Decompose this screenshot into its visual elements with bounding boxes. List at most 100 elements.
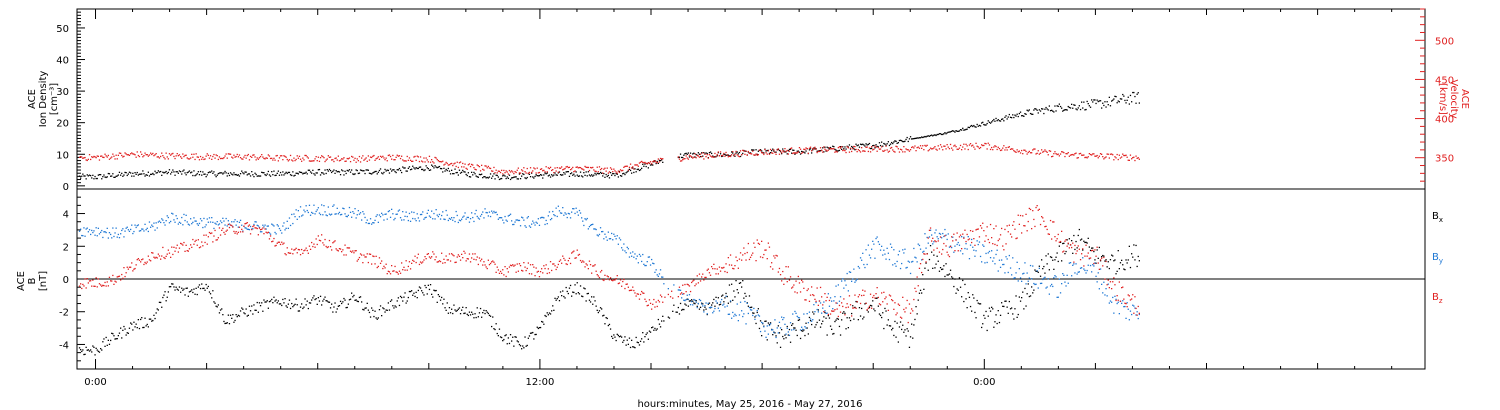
density-point xyxy=(1138,102,1140,104)
velocity-point xyxy=(279,155,282,157)
b-tick-label: 4 xyxy=(63,210,69,221)
density-point xyxy=(311,172,313,174)
density-point xyxy=(396,169,398,171)
by-point xyxy=(897,254,899,256)
bx-point xyxy=(917,299,919,301)
bx-point xyxy=(318,300,321,302)
bz-point xyxy=(996,244,998,247)
bz-point xyxy=(998,238,1001,240)
velocity-point xyxy=(417,156,419,158)
bz-point xyxy=(1108,287,1110,289)
by-point xyxy=(704,305,706,307)
bz-point xyxy=(949,245,952,248)
bx-point xyxy=(1086,242,1088,244)
bx-point xyxy=(813,313,815,315)
density-point xyxy=(522,173,524,175)
by-point xyxy=(901,262,903,265)
bx-point xyxy=(1008,300,1010,303)
density-point xyxy=(461,171,463,173)
by-point xyxy=(1067,282,1069,284)
density-point xyxy=(266,173,268,175)
bz-point xyxy=(1004,228,1006,231)
velocity-point xyxy=(889,147,892,149)
density-point xyxy=(1069,107,1072,109)
bx-point xyxy=(498,328,501,330)
density-point xyxy=(471,171,473,173)
by-point xyxy=(515,219,517,221)
bx-point xyxy=(1034,269,1036,271)
bz-point xyxy=(512,264,514,266)
bz-point xyxy=(106,281,108,283)
density-point xyxy=(925,136,927,138)
bx-point xyxy=(928,258,931,261)
bx-point xyxy=(598,310,601,312)
density-point xyxy=(982,121,984,123)
velocity-point xyxy=(823,146,825,148)
by-point xyxy=(411,211,413,213)
bz-point xyxy=(523,262,525,264)
density-point xyxy=(703,152,705,154)
density-point xyxy=(868,142,871,145)
density-point xyxy=(572,174,574,176)
density-point xyxy=(701,152,703,154)
velocity-point xyxy=(725,151,727,154)
bz-point xyxy=(706,269,708,271)
bx-point xyxy=(472,313,474,315)
by-point xyxy=(178,221,181,223)
bx-point xyxy=(655,329,657,331)
by-point xyxy=(314,213,316,215)
velocity-point xyxy=(654,160,656,162)
density-point xyxy=(469,176,472,178)
by-point xyxy=(948,246,951,248)
velocity-point xyxy=(1115,157,1117,159)
bx-point xyxy=(1006,306,1008,308)
bz-point xyxy=(525,269,527,272)
by-point xyxy=(907,260,909,262)
density-point xyxy=(141,173,143,175)
bz-point xyxy=(1032,210,1034,212)
velocity-point xyxy=(815,148,817,150)
velocity-point xyxy=(732,151,734,153)
bz-point xyxy=(836,308,838,310)
density-point xyxy=(1132,91,1134,94)
density-point xyxy=(361,169,363,172)
velocity-point xyxy=(642,161,644,163)
bx-point xyxy=(977,302,979,304)
bx-point xyxy=(537,327,539,330)
bx-point xyxy=(1087,237,1089,239)
density-point xyxy=(377,171,379,173)
velocity-point xyxy=(563,168,565,170)
bx-point xyxy=(884,307,886,310)
velocity-point xyxy=(80,156,82,158)
bx-point xyxy=(567,292,569,295)
density-point xyxy=(401,171,403,174)
bz-point xyxy=(291,248,293,250)
bx-point xyxy=(122,329,124,331)
velocity-point xyxy=(981,144,983,146)
density-point xyxy=(376,173,378,175)
bx-point xyxy=(392,305,394,307)
by-point xyxy=(1045,287,1047,289)
by-point xyxy=(742,315,744,318)
bz-point xyxy=(807,288,809,290)
velocity-point xyxy=(926,144,928,146)
density-point xyxy=(541,174,543,176)
by-point xyxy=(767,333,769,335)
bx-point xyxy=(155,312,157,314)
velocity-point xyxy=(882,150,884,152)
bz-point xyxy=(976,228,978,230)
bz-point xyxy=(774,257,776,259)
density-point xyxy=(1021,115,1023,117)
density-point xyxy=(1023,115,1025,117)
by-point xyxy=(255,221,257,223)
bz-point xyxy=(1097,262,1099,264)
bx-point xyxy=(457,308,459,310)
by-point xyxy=(828,305,831,307)
by-point xyxy=(1097,272,1099,274)
density-point xyxy=(274,174,276,177)
by-point xyxy=(248,229,251,231)
density-point xyxy=(984,124,986,126)
density-point xyxy=(805,150,807,152)
density-point xyxy=(775,151,777,153)
bx-point xyxy=(223,320,225,323)
